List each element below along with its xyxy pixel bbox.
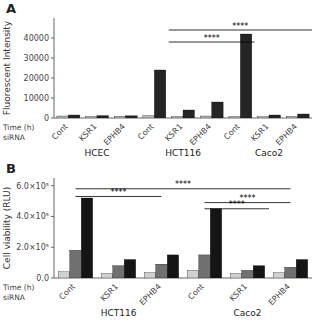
group-label: Caco2 <box>255 148 283 158</box>
y-tick-label: 2.0×10⁵ <box>16 243 49 252</box>
bar <box>114 116 125 118</box>
x-tick-label: Cont <box>50 122 70 142</box>
group-label: Caco2 <box>234 308 262 318</box>
significance-label: **** <box>175 180 191 189</box>
bar <box>200 116 211 118</box>
y-tick-label: 20000 <box>24 74 49 83</box>
y-tick-label: 0.0 <box>36 274 49 283</box>
x-tick-label: Cont <box>222 122 242 142</box>
bar <box>258 117 269 118</box>
x-tick-label: EPHB4 <box>267 282 292 307</box>
bars <box>58 198 307 278</box>
bar <box>97 116 108 118</box>
bar <box>143 116 154 118</box>
y-tick-label: 6.0×10⁵ <box>16 182 49 191</box>
significance-label: **** <box>111 188 127 197</box>
bar <box>286 116 297 118</box>
bar <box>57 116 68 118</box>
row-label: Time (h) <box>2 123 34 132</box>
bar <box>126 116 137 118</box>
bar <box>144 273 155 278</box>
bar <box>167 255 178 278</box>
row-label: siRNA <box>3 133 26 142</box>
x-tick-label: KSR1 <box>99 282 120 303</box>
bar <box>81 198 92 278</box>
x-tick-label: KSR1 <box>77 122 98 143</box>
chart: A Fluorescent Intensity 0 10000 20000 30000 40… <box>2 1 312 158</box>
chart: B Cell viability (RLU) 0.0 2.0×10⁵ 4.0×10⁵ 6.… <box>2 161 312 318</box>
bar <box>253 266 264 278</box>
y-axis-label: Cell viability (RLU) <box>2 187 12 269</box>
x-tick-label: Cont <box>186 282 206 302</box>
x-tick-label: KSR1 <box>249 122 270 143</box>
bar <box>187 270 198 278</box>
y-axis-label: Fluorescent Intensity <box>2 20 12 115</box>
bar <box>183 110 194 118</box>
title: B <box>6 161 16 176</box>
bar <box>210 209 221 278</box>
y-tick-label: 4.0×10⁵ <box>16 212 49 221</box>
x-tick-label: EPHB4 <box>188 122 213 147</box>
bar <box>113 266 124 278</box>
bar <box>70 250 81 278</box>
significance-label: **** <box>232 22 248 31</box>
bar <box>229 116 240 118</box>
title: A <box>6 1 16 16</box>
bar <box>230 273 241 278</box>
bar <box>156 264 167 278</box>
group-label: HCT116 <box>165 148 201 158</box>
bar <box>298 114 309 118</box>
row-label: Time (h) <box>2 283 34 292</box>
bar <box>68 115 79 118</box>
y-tick-label: 0 <box>44 114 49 123</box>
bar <box>273 273 284 278</box>
bar <box>269 115 280 118</box>
y-axis <box>54 18 55 118</box>
bar <box>212 102 223 118</box>
y-tick-label: 30000 <box>24 54 49 63</box>
bar <box>199 255 210 278</box>
x-tick-label: Cont <box>136 122 156 142</box>
group-label: HCEC <box>84 148 109 158</box>
x-tick-label: Cont <box>57 282 77 302</box>
bar <box>296 260 307 278</box>
x-tick-label: EPHB4 <box>102 122 127 147</box>
bars <box>57 34 309 118</box>
bar <box>124 260 135 278</box>
bar <box>154 70 165 118</box>
bar <box>58 272 69 278</box>
figure: A Fluorescent Intensity 0 10000 20000 30000 40… <box>0 0 320 320</box>
y-tick-label: 40000 <box>24 34 49 43</box>
bar <box>242 270 253 278</box>
x-tick-label: KSR1 <box>163 122 184 143</box>
bar <box>172 116 183 118</box>
bar <box>86 116 97 118</box>
group-label: HCT116 <box>101 308 137 318</box>
x-tick-label: EPHB4 <box>274 122 299 147</box>
x-tick-label: EPHB4 <box>138 282 163 307</box>
bar <box>101 273 112 278</box>
bar <box>285 267 296 278</box>
significance-label: **** <box>229 200 245 209</box>
y-tick-label: 10000 <box>24 94 49 103</box>
x-tick-label: KSR1 <box>228 282 249 303</box>
bar <box>240 34 251 118</box>
significance-label: **** <box>204 34 220 43</box>
y-axis <box>54 178 55 278</box>
row-label: siRNA <box>3 293 26 302</box>
